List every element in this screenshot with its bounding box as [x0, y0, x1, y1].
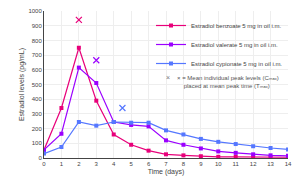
svg-text:13: 13 — [267, 161, 274, 167]
svg-text:0: 0 — [38, 155, 42, 161]
svg-text:6: 6 — [147, 161, 151, 167]
svg-text:300: 300 — [32, 111, 43, 117]
svg-text:Estradiol cypionate 5 mg in oi: Estradiol cypionate 5 mg in oil i.m. — [191, 61, 282, 67]
svg-text:700: 700 — [32, 52, 43, 58]
svg-text:900: 900 — [32, 23, 43, 29]
svg-text:5: 5 — [129, 161, 133, 167]
svg-text:800: 800 — [32, 38, 43, 44]
svg-text:100: 100 — [32, 140, 43, 146]
svg-text:600: 600 — [32, 67, 43, 73]
svg-text:Estradiol valerate 5 mg in oil: Estradiol valerate 5 mg in oil i.m. — [191, 42, 278, 48]
svg-text:× = Mean individual peak level: × = Mean individual peak levels (Cₘₐₓ) p… — [177, 75, 279, 89]
svg-text:1: 1 — [60, 161, 64, 167]
svg-text:200: 200 — [32, 126, 43, 132]
svg-text:9: 9 — [199, 161, 203, 167]
svg-text:Time (days): Time (days) — [148, 168, 185, 176]
svg-text:1000: 1000 — [28, 8, 42, 14]
svg-text:×: × — [166, 74, 170, 81]
svg-text:400: 400 — [32, 96, 43, 102]
svg-text:Estradiol benzoate 5 mg in oil: Estradiol benzoate 5 mg in oil i.m. — [191, 23, 281, 29]
svg-text:0: 0 — [42, 161, 46, 167]
svg-text:12: 12 — [250, 161, 257, 167]
svg-text:11: 11 — [233, 161, 240, 167]
svg-text:7: 7 — [164, 161, 168, 167]
svg-text:Estradiol levels (pg/mL): Estradiol levels (pg/mL) — [18, 48, 26, 121]
svg-text:8: 8 — [182, 161, 186, 167]
svg-text:3: 3 — [95, 161, 99, 167]
svg-text:2: 2 — [77, 161, 81, 167]
svg-text:4: 4 — [112, 161, 116, 167]
svg-text:10: 10 — [215, 161, 222, 167]
svg-text:500: 500 — [32, 82, 43, 88]
svg-text:14: 14 — [285, 161, 292, 167]
